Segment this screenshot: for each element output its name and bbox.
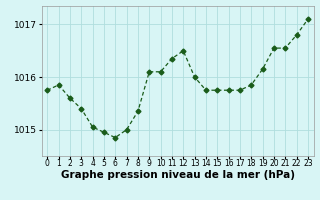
X-axis label: Graphe pression niveau de la mer (hPa): Graphe pression niveau de la mer (hPa) bbox=[60, 170, 295, 180]
